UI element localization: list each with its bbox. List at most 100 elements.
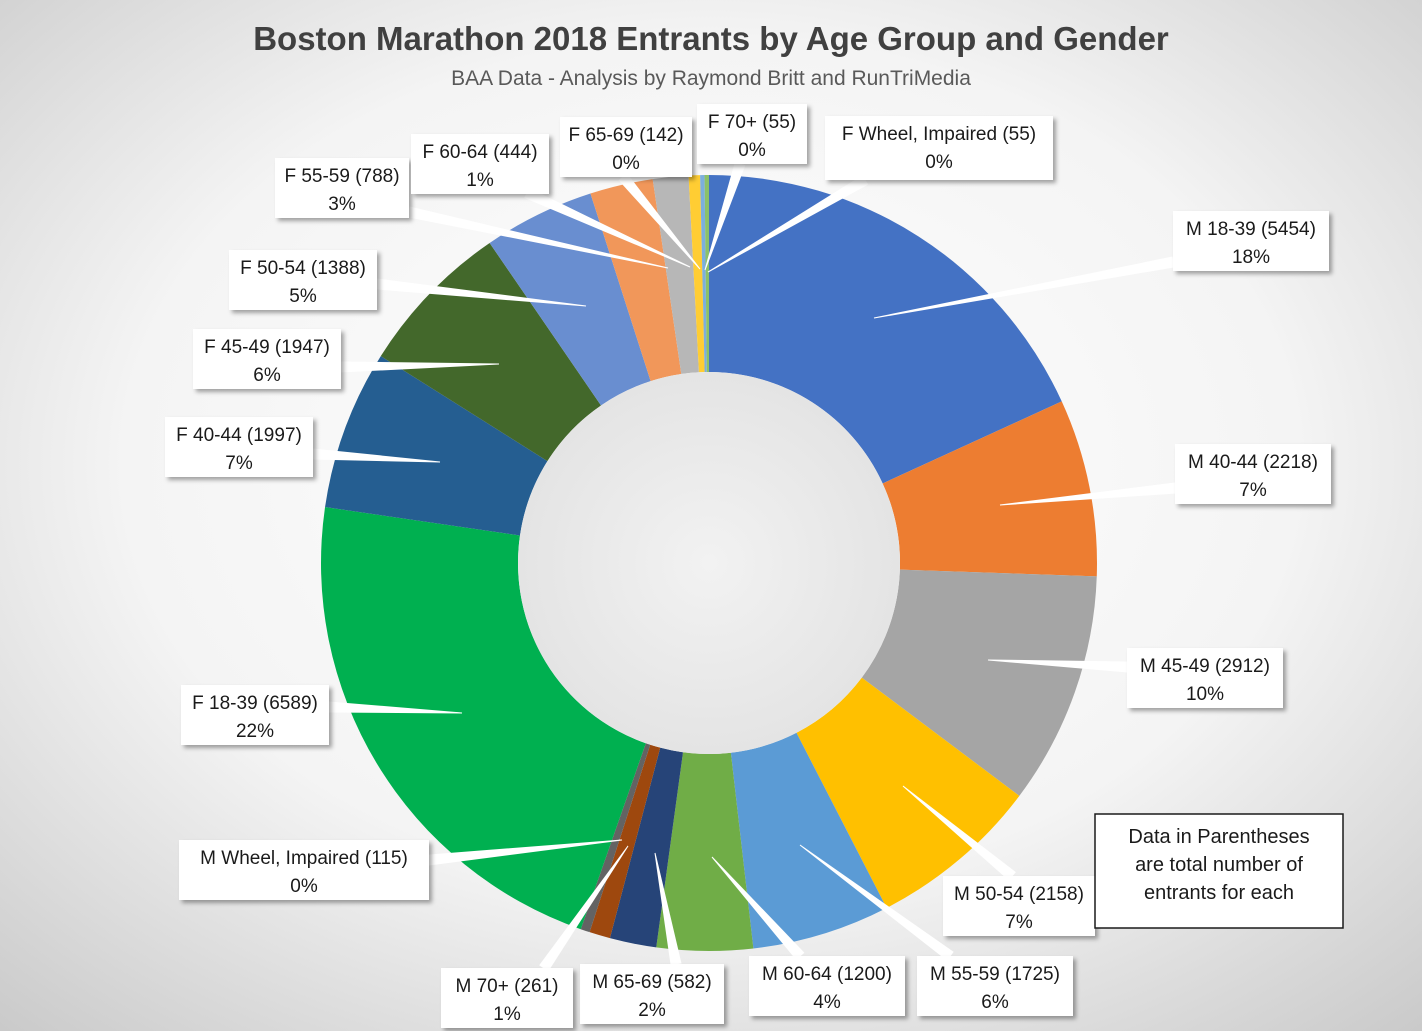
note-box-frame	[1094, 813, 1344, 929]
label-box	[275, 158, 409, 218]
label-percent: 7%	[225, 453, 253, 474]
label-m-40-44: M 40-44 (2218) 7%	[1175, 444, 1331, 504]
slice-f-40-44[interactable]	[325, 356, 548, 536]
label-category: M 40-44 (2218)	[1188, 452, 1318, 473]
label-m-55-59: M 55-59 (1725) 6%	[917, 956, 1073, 1016]
donut-hole	[518, 372, 900, 754]
label-percent: 7%	[1239, 480, 1267, 501]
label-m-65-69: M 65-69 (582) 2%	[580, 964, 724, 1024]
slice-m-65-69[interactable]	[609, 747, 684, 948]
slice-m-wheel-impaired[interactable]	[580, 743, 651, 933]
label-percent: 6%	[981, 992, 1009, 1013]
label-f-18-39: F 18-39 (6589) 22%	[181, 685, 329, 745]
label-percent: 2%	[638, 1000, 666, 1021]
label-m-60-64: M 60-64 (1200) 4%	[749, 956, 905, 1016]
slice-f-45-49[interactable]	[380, 242, 602, 462]
label-percent: 5%	[289, 286, 317, 307]
label-box	[1127, 648, 1283, 708]
label-m-50-54: M 50-54 (2158) 7%	[943, 876, 1095, 936]
label-box	[181, 685, 329, 745]
note-line-3: entrants for each	[1144, 882, 1294, 904]
slice-m-18-39[interactable]	[709, 175, 1062, 484]
label-percent: 1%	[493, 1004, 521, 1025]
label-percent: 0%	[738, 140, 766, 161]
label-f-70: F 70+ (55) 0%	[697, 104, 807, 164]
label-category: F 70+ (55)	[708, 112, 796, 133]
label-m-70: M 70+ (261) 1%	[441, 968, 573, 1028]
label-f-45-49: F 45-49 (1947) 6%	[193, 329, 341, 389]
label-box	[165, 417, 313, 477]
label-category: M Wheel, Impaired (115)	[200, 848, 408, 869]
label-category: F 50-54 (1388)	[240, 258, 366, 279]
label-percent: 22%	[236, 721, 274, 742]
slice-m-60-64[interactable]	[656, 752, 754, 951]
label-box	[917, 956, 1073, 1016]
label-percent: 1%	[466, 170, 494, 191]
label-f-wheel-impaired: F Wheel, Impaired (55) 0%	[825, 116, 1053, 180]
label-f-60-64: F 60-64 (444) 1%	[411, 134, 549, 194]
label-category: F 40-44 (1997)	[176, 425, 302, 446]
slice-m-45-49[interactable]	[861, 569, 1097, 796]
label-box	[193, 329, 341, 389]
label-percent: 0%	[925, 152, 953, 173]
label-percent: 0%	[290, 876, 318, 897]
note-box: Data in Parentheses are total number of …	[1094, 813, 1344, 929]
label-percent: 10%	[1186, 684, 1224, 705]
slice-m-70[interactable]	[589, 744, 661, 939]
slice-f-50-54[interactable]	[489, 193, 651, 406]
slice-m-40-44[interactable]	[882, 401, 1098, 577]
label-category: M 55-59 (1725)	[930, 964, 1060, 985]
chart-subtitle: BAA Data - Analysis by Raymond Britt and…	[451, 67, 971, 90]
label-box	[179, 840, 429, 900]
label-category: F 18-39 (6589)	[192, 693, 318, 714]
label-percent: 6%	[253, 365, 281, 386]
label-percent: 0%	[612, 153, 640, 174]
label-percent: 7%	[1005, 912, 1033, 933]
label-percent: 18%	[1232, 247, 1270, 268]
label-box	[411, 134, 549, 194]
label-category: M 70+ (261)	[456, 976, 559, 997]
label-category: F 55-59 (788)	[284, 166, 399, 187]
slice-m-55-59[interactable]	[730, 732, 887, 949]
label-box	[943, 876, 1095, 936]
slice-m-50-54[interactable]	[796, 677, 1020, 908]
label-f-50-54: F 50-54 (1388) 5%	[229, 250, 377, 310]
label-category: M 60-64 (1200)	[762, 964, 892, 985]
label-box	[1173, 211, 1329, 271]
label-f-55-59: F 55-59 (788) 3%	[275, 158, 409, 218]
label-m-45-49: M 45-49 (2912) 10%	[1127, 648, 1283, 708]
chart-title: Boston Marathon 2018 Entrants by Age Gro…	[253, 20, 1169, 57]
slice-f-18-39[interactable]	[320, 507, 646, 930]
slice-f-65-69[interactable]	[688, 175, 705, 373]
slice-f-wheel-impaired[interactable]	[704, 175, 709, 373]
donut-slices	[320, 175, 1098, 951]
label-category: M 50-54 (2158)	[954, 884, 1084, 905]
label-f-65-69: F 65-69 (142) 0%	[560, 117, 692, 177]
label-box	[229, 250, 377, 310]
label-box	[749, 956, 905, 1016]
data-labels: M 18-39 (5454) 18% M 40-44 (2218) 7% M 45-49…	[165, 104, 1331, 1028]
label-category: M 45-49 (2912)	[1140, 656, 1270, 677]
label-percent: 4%	[813, 992, 841, 1013]
note-line-1: Data in Parentheses	[1128, 826, 1309, 848]
note-line-2: are total number of	[1135, 854, 1303, 876]
label-box	[1175, 444, 1331, 504]
label-category: M 65-69 (582)	[592, 972, 711, 993]
label-category: M 18-39 (5454)	[1186, 219, 1316, 240]
label-m-wheel-impaired: M Wheel, Impaired (115) 0%	[179, 840, 429, 900]
label-percent: 3%	[328, 194, 356, 215]
slice-f-70[interactable]	[700, 175, 707, 373]
label-box	[441, 968, 573, 1028]
label-box	[825, 116, 1053, 180]
label-f-40-44: F 40-44 (1997) 7%	[165, 417, 313, 477]
label-m-18-39: M 18-39 (5454) 18%	[1173, 211, 1329, 271]
label-category: F Wheel, Impaired (55)	[842, 124, 1036, 145]
label-box	[697, 104, 807, 164]
leader-lines	[312, 161, 1177, 972]
label-category: F 60-64 (444)	[422, 142, 537, 163]
label-box	[580, 964, 724, 1024]
label-category: F 65-69 (142)	[568, 125, 683, 146]
label-category: F 45-49 (1947)	[204, 337, 330, 358]
